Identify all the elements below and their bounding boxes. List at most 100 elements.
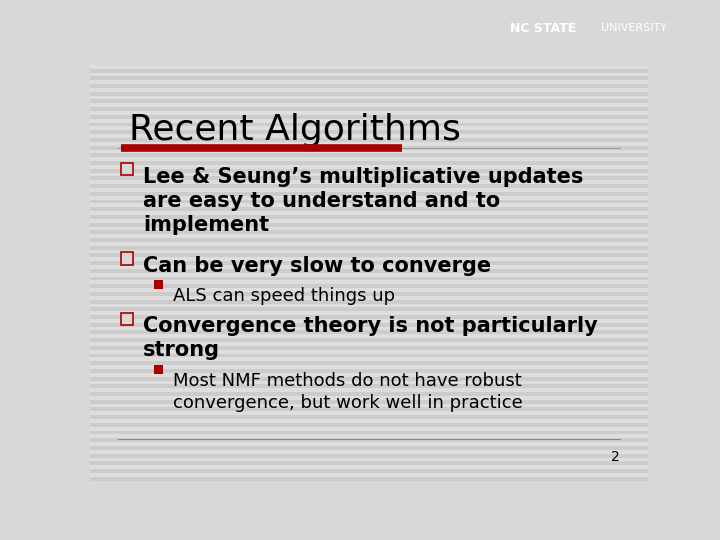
Bar xyxy=(90,168,648,173)
Bar xyxy=(90,257,648,261)
Bar xyxy=(90,231,648,234)
Bar xyxy=(90,138,648,142)
Text: ALS can speed things up: ALS can speed things up xyxy=(173,287,395,305)
Bar xyxy=(90,319,648,323)
Bar xyxy=(90,427,648,430)
Bar xyxy=(121,252,133,265)
Bar xyxy=(154,280,163,289)
Bar xyxy=(90,165,648,168)
Bar xyxy=(90,146,648,150)
Bar xyxy=(90,315,648,319)
Bar xyxy=(90,276,648,280)
Bar xyxy=(90,96,648,99)
Text: Most NMF methods do not have robust
convergence, but work well in practice: Most NMF methods do not have robust conv… xyxy=(173,373,523,412)
Bar xyxy=(90,150,648,153)
Bar xyxy=(90,357,648,361)
Bar xyxy=(90,265,648,269)
Bar xyxy=(90,338,648,342)
Bar xyxy=(90,126,648,130)
Bar xyxy=(90,157,648,161)
Bar xyxy=(90,99,648,103)
Bar xyxy=(90,303,648,307)
Bar xyxy=(90,446,648,450)
Bar xyxy=(121,313,133,325)
Text: 2: 2 xyxy=(611,450,620,464)
Bar xyxy=(90,107,648,111)
Bar xyxy=(90,180,648,184)
Bar xyxy=(90,465,648,469)
Bar xyxy=(90,226,648,231)
Bar xyxy=(90,438,648,442)
Bar xyxy=(90,469,648,473)
Bar xyxy=(90,161,648,165)
Bar xyxy=(90,300,648,303)
Bar xyxy=(90,207,648,211)
Bar xyxy=(90,115,648,119)
Bar xyxy=(90,192,648,195)
Bar xyxy=(90,361,648,365)
Bar xyxy=(90,72,648,76)
Bar xyxy=(90,454,648,457)
Bar xyxy=(90,430,648,434)
Bar xyxy=(90,80,648,84)
Bar xyxy=(90,365,648,369)
Bar xyxy=(90,65,648,69)
Bar xyxy=(90,423,648,427)
Bar xyxy=(90,188,648,192)
Bar xyxy=(90,222,648,226)
Bar xyxy=(90,284,648,288)
Bar xyxy=(90,173,648,177)
Bar xyxy=(90,249,648,253)
Bar xyxy=(154,366,163,374)
Bar xyxy=(90,400,648,403)
Bar xyxy=(90,119,648,123)
Bar xyxy=(90,269,648,273)
Bar xyxy=(90,334,648,338)
Bar xyxy=(90,253,648,257)
Bar xyxy=(90,392,648,396)
Bar xyxy=(90,288,648,292)
Bar xyxy=(90,292,648,296)
Bar xyxy=(90,130,648,134)
Bar xyxy=(90,477,648,481)
Bar xyxy=(90,311,648,315)
Bar xyxy=(90,84,648,88)
Bar xyxy=(90,134,648,138)
Bar xyxy=(90,434,648,438)
Bar xyxy=(90,369,648,373)
Bar xyxy=(90,76,648,80)
Bar xyxy=(90,408,648,411)
Bar xyxy=(90,184,648,188)
Bar xyxy=(90,219,648,222)
Bar xyxy=(90,377,648,381)
Bar xyxy=(90,396,648,400)
Bar xyxy=(90,419,648,423)
Bar xyxy=(90,200,648,204)
Bar xyxy=(90,195,648,200)
Bar xyxy=(90,457,648,461)
Bar xyxy=(90,103,648,107)
Bar xyxy=(90,327,648,330)
Bar xyxy=(90,142,648,146)
Bar xyxy=(90,461,648,465)
Bar xyxy=(90,296,648,300)
Bar xyxy=(90,234,648,238)
Bar xyxy=(90,204,648,207)
Bar xyxy=(121,163,133,175)
Bar xyxy=(90,350,648,354)
Bar xyxy=(90,373,648,377)
Bar xyxy=(90,88,648,92)
Text: Can be very slow to converge: Can be very slow to converge xyxy=(143,256,491,276)
Bar xyxy=(90,381,648,384)
Text: NC STATE: NC STATE xyxy=(510,22,577,35)
Bar xyxy=(90,211,648,215)
Bar xyxy=(90,69,648,72)
Text: Lee & Seung’s multiplicative updates
are easy to understand and to
implement: Lee & Seung’s multiplicative updates are… xyxy=(143,167,583,235)
Text: UNIVERSITY: UNIVERSITY xyxy=(601,23,667,33)
Bar xyxy=(90,346,648,350)
Bar xyxy=(90,323,648,327)
Bar xyxy=(90,354,648,357)
Bar xyxy=(90,246,648,249)
Bar xyxy=(90,261,648,265)
Bar xyxy=(90,123,648,126)
